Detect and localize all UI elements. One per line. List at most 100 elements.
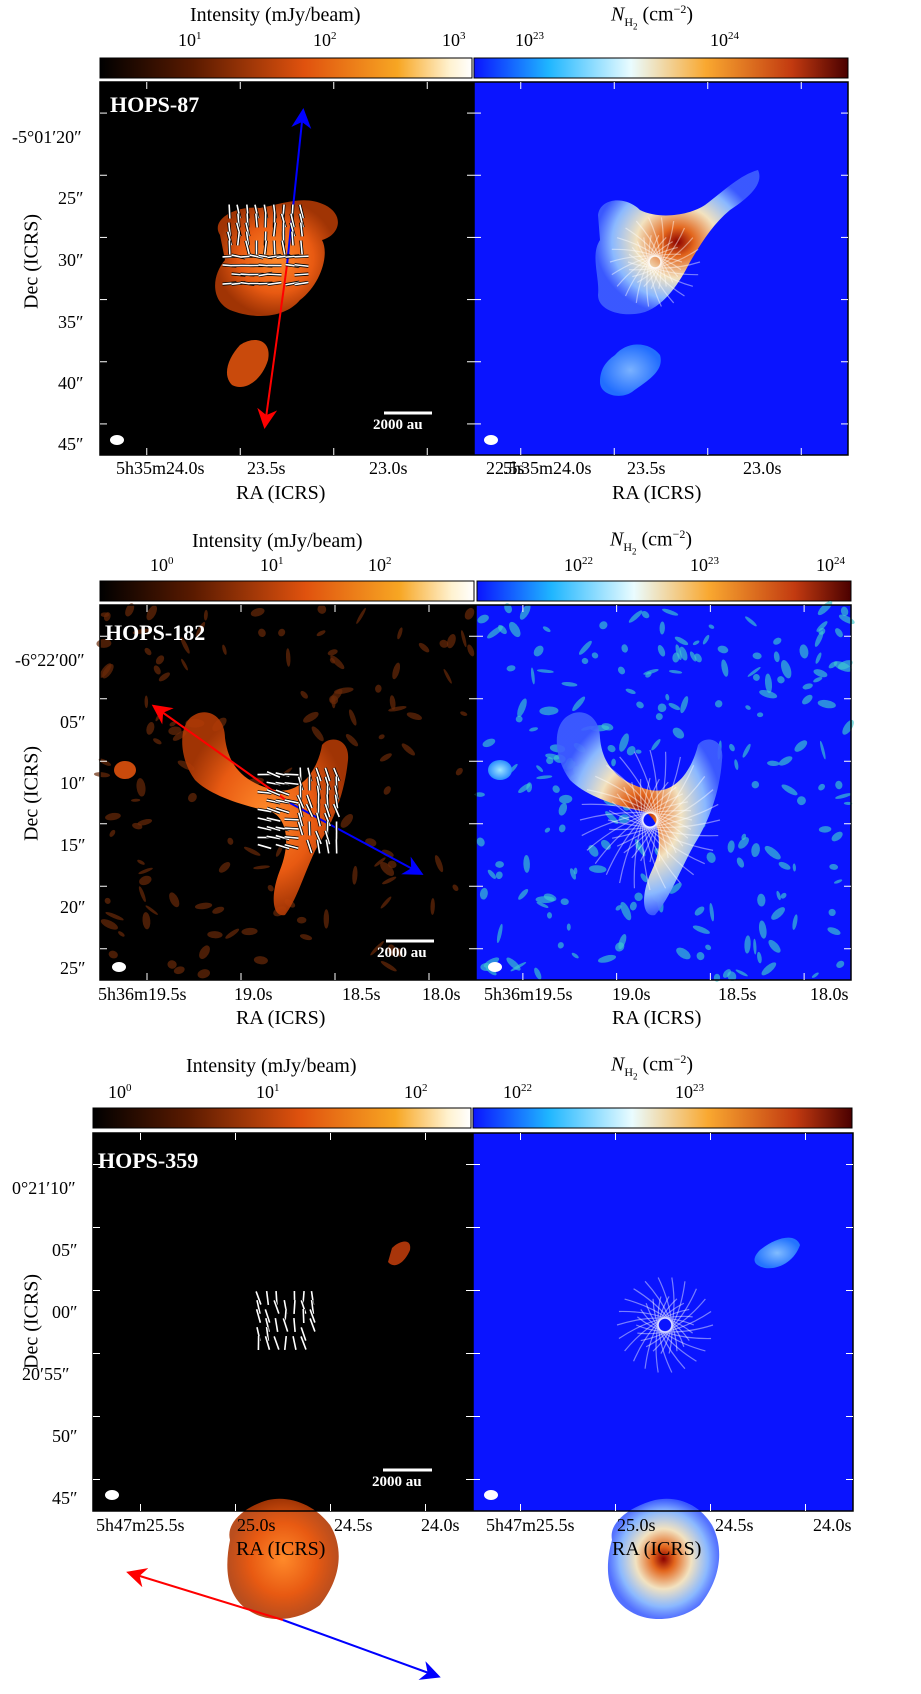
polarization-vector <box>274 241 275 255</box>
polarization-vector <box>229 241 230 255</box>
polarization-vector <box>294 1300 295 1314</box>
beam-ellipse <box>110 435 124 445</box>
label-sub: H <box>624 15 633 29</box>
ra-axis-label: RA (ICRS) <box>612 482 701 505</box>
colorbar-label-column-density: NH2 (cm−2) <box>610 527 692 556</box>
ra-tick-label: 23.0s <box>369 458 408 479</box>
label-sub2: 2 <box>633 21 638 31</box>
colorbar-label-intensity: Intensity (mJy/beam) <box>192 530 363 553</box>
scalebar-label: 2000 au <box>377 945 427 962</box>
colorbar-label-column-density: NH2 (cm−2) <box>611 2 693 31</box>
colorbar-label-intensity: Intensity (mJy/beam) <box>190 4 361 27</box>
colorbar-tick: 1023 <box>515 30 544 51</box>
dec-tick-label: 40″ <box>58 373 84 394</box>
ra-tick-label: 5h47m25.5s <box>486 1515 575 1536</box>
row-hops87 <box>100 58 848 455</box>
dec-tick-label: 05″ <box>60 712 86 733</box>
ra-axis-label: RA (ICRS) <box>236 1007 325 1030</box>
colorbar-tick: 1022 <box>564 555 593 576</box>
source-name: HOPS-182 <box>105 620 205 646</box>
ra-tick-label: 23.5s <box>627 458 666 479</box>
polarization-vector <box>295 274 309 275</box>
ra-tick-label: 5h36m19.5s <box>98 984 187 1005</box>
dec-tick-label: 20″ <box>60 897 86 918</box>
colorbar-column-density <box>473 1108 852 1128</box>
label-exp: −2 <box>674 2 687 16</box>
beam-ellipse <box>484 1490 498 1500</box>
dec-tick-label: 05″ <box>52 1240 78 1261</box>
colorbar-tick: 100 <box>150 555 174 576</box>
row-hops182 <box>94 581 856 983</box>
ra-axis-label: RA (ICRS) <box>236 482 325 505</box>
colorbar-tick: 101 <box>178 30 202 51</box>
blueshifted-outflow-arrow <box>283 1620 437 1676</box>
dec-tick-label: 35″ <box>58 312 84 333</box>
ra-tick-label: 5h36m19.5s <box>484 984 573 1005</box>
polarization-vector <box>303 1309 304 1323</box>
colorbar-tick: 102 <box>404 1082 428 1103</box>
colorbar-tick: 102 <box>368 555 392 576</box>
ra-tick-label: 23.5s <box>247 458 286 479</box>
colorbar-intensity <box>100 581 474 601</box>
dec-tick-label: 00″ <box>52 1302 78 1323</box>
beam-ellipse <box>112 962 126 972</box>
colorbar-intensity <box>93 1108 471 1128</box>
dec-tick-label: 10″ <box>60 773 86 794</box>
dec-tick-label: 25″ <box>58 188 84 209</box>
polarization-vector <box>295 256 309 257</box>
ra-tick-label: 5h47m25.5s <box>96 1515 185 1536</box>
column-density-knot <box>488 760 512 780</box>
scalebar-label: 2000 au <box>373 417 423 434</box>
ra-tick-label: 18.5s <box>342 984 381 1005</box>
ra-tick-label: 24.0s <box>813 1515 852 1536</box>
dec-tick-label: 45″ <box>52 1488 78 1509</box>
ra-tick-label: 18.0s <box>422 984 461 1005</box>
polarization-vector <box>292 232 293 246</box>
ra-axis-label: RA (ICRS) <box>236 1538 325 1561</box>
emission-knot <box>114 761 136 779</box>
ra-tick-label: 25.0s <box>617 1515 656 1536</box>
colorbar-tick: 101 <box>260 555 284 576</box>
colorbar-tick: 1023 <box>675 1082 704 1103</box>
source-name: HOPS-87 <box>110 92 199 118</box>
ra-tick-label: 5h35m24.0s <box>116 458 205 479</box>
dec-tick-label: 30″ <box>58 250 84 271</box>
ra-tick-label: 19.0s <box>234 984 273 1005</box>
scalebar-label: 2000 au <box>372 1474 422 1491</box>
polarization-vector <box>268 274 282 275</box>
dec-axis-label: Dec (ICRS) <box>21 202 44 322</box>
label-symbol: N <box>611 4 624 26</box>
colorbar-tick: 101 <box>256 1082 280 1103</box>
dec-tick-label: 50″ <box>52 1426 78 1447</box>
beam-ellipse <box>484 435 498 445</box>
beam-ellipse <box>488 962 502 972</box>
map-column-density <box>473 1133 853 1511</box>
polarization-vector <box>285 774 299 775</box>
colorbar-intensity <box>100 58 472 78</box>
dec-tick-label: 25″ <box>60 958 86 979</box>
colorbar-tick: 103 <box>442 30 466 51</box>
dec-tick-label: 15″ <box>60 835 86 856</box>
dec-tick-label: 0°21′10″ <box>12 1178 76 1199</box>
ra-axis-label: RA (ICRS) <box>612 1538 701 1561</box>
dec-axis-label: Dec (ICRS) <box>21 734 44 854</box>
label-unit: (cm <box>643 4 674 26</box>
ra-tick-label: 24.5s <box>334 1515 373 1536</box>
colorbar-column-density <box>477 581 851 601</box>
dec-tick-label: -5°01′20″ <box>12 127 82 148</box>
row-hops359 <box>93 1108 853 1676</box>
ra-tick-label: 18.0s <box>810 984 849 1005</box>
colorbar-label-intensity: Intensity (mJy/beam) <box>186 1055 357 1078</box>
colorbar-label-column-density: NH2 (cm−2) <box>611 1052 693 1081</box>
ra-tick-label: 5h35m24.0s <box>503 458 592 479</box>
colorbar-column-density <box>474 58 848 78</box>
ra-tick-label: 19.0s <box>612 984 651 1005</box>
ra-tick-label: 23.0s <box>743 458 782 479</box>
colorbar-tick: 100 <box>108 1082 132 1103</box>
ra-tick-label: 18.5s <box>718 984 757 1005</box>
colorbar-tick: 1022 <box>503 1082 532 1103</box>
colorbar-tick: 1024 <box>816 555 845 576</box>
dec-tick-label: 20′55″ <box>22 1364 69 1385</box>
colorbar-tick: 1023 <box>690 555 719 576</box>
